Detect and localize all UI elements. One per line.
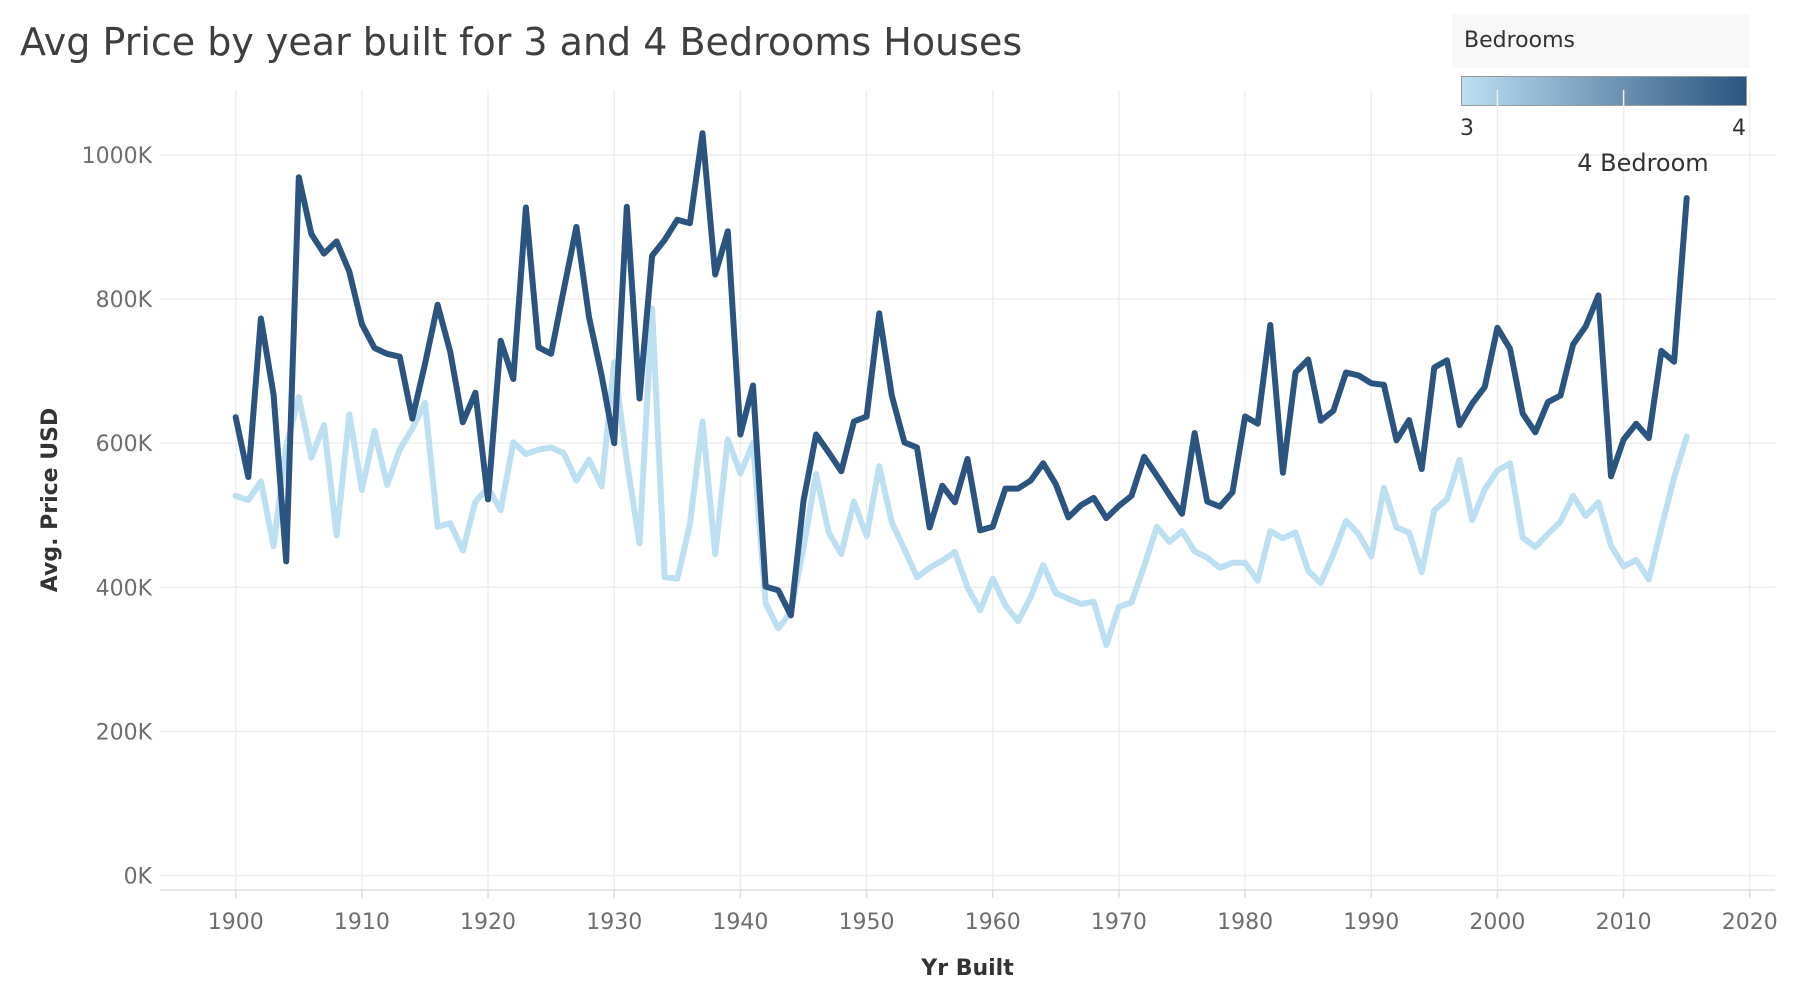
y-tick-label: 800K xyxy=(96,288,153,313)
x-tick-label: 2010 xyxy=(1596,910,1652,935)
y-tick-label: 1000K xyxy=(82,144,153,169)
x-tick-label: 2000 xyxy=(1469,910,1525,935)
x-tick-label: 1980 xyxy=(1217,910,1273,935)
legend-min-label: 3 xyxy=(1460,116,1474,141)
y-axis-ticks: 0K 200K 400K 600K 800K 1000K xyxy=(82,144,153,890)
x-tick-label: 1910 xyxy=(334,910,390,935)
x-tick-label: 1920 xyxy=(460,910,516,935)
y-tick-label: 400K xyxy=(96,576,153,601)
series-lines xyxy=(232,130,1690,648)
y-tick-label: 0K xyxy=(124,865,153,890)
grid-lines xyxy=(160,90,1775,890)
legend-header: Bedrooms xyxy=(1452,14,1750,68)
y-tick-label: 200K xyxy=(96,720,153,745)
y-axis-label: Avg. Price USD xyxy=(38,408,63,592)
x-tick-label: 1990 xyxy=(1343,910,1399,935)
y-tick-label: 600K xyxy=(96,432,153,457)
legend-color-ramp xyxy=(1461,76,1747,106)
x-axis-ticks: 1900 1910 1920 1930 1940 1950 1960 1970 1980 1990… xyxy=(208,890,1778,935)
x-tick-label: 1960 xyxy=(965,910,1021,935)
x-tick-label: 1970 xyxy=(1091,910,1147,935)
x-axis-label: Yr Built xyxy=(920,956,1014,981)
x-tick-label: 1900 xyxy=(208,910,264,935)
x-tick-label: 1930 xyxy=(586,910,642,935)
legend-max-label: 4 xyxy=(1732,116,1746,141)
x-tick-label: 1940 xyxy=(712,910,768,935)
series-line-2[interactable] xyxy=(232,130,1690,619)
x-tick-label: 2020 xyxy=(1722,910,1778,935)
legend-title: Bedrooms xyxy=(1464,28,1575,53)
x-tick-label: 1950 xyxy=(839,910,895,935)
color-legend[interactable]: Bedrooms 3 4 xyxy=(1452,14,1750,144)
series-end-label: 4 Bedroom xyxy=(1577,149,1708,177)
series-line-1[interactable] xyxy=(232,305,1690,648)
chart-title: Avg Price by year built for 3 and 4 Bedr… xyxy=(20,20,1023,64)
